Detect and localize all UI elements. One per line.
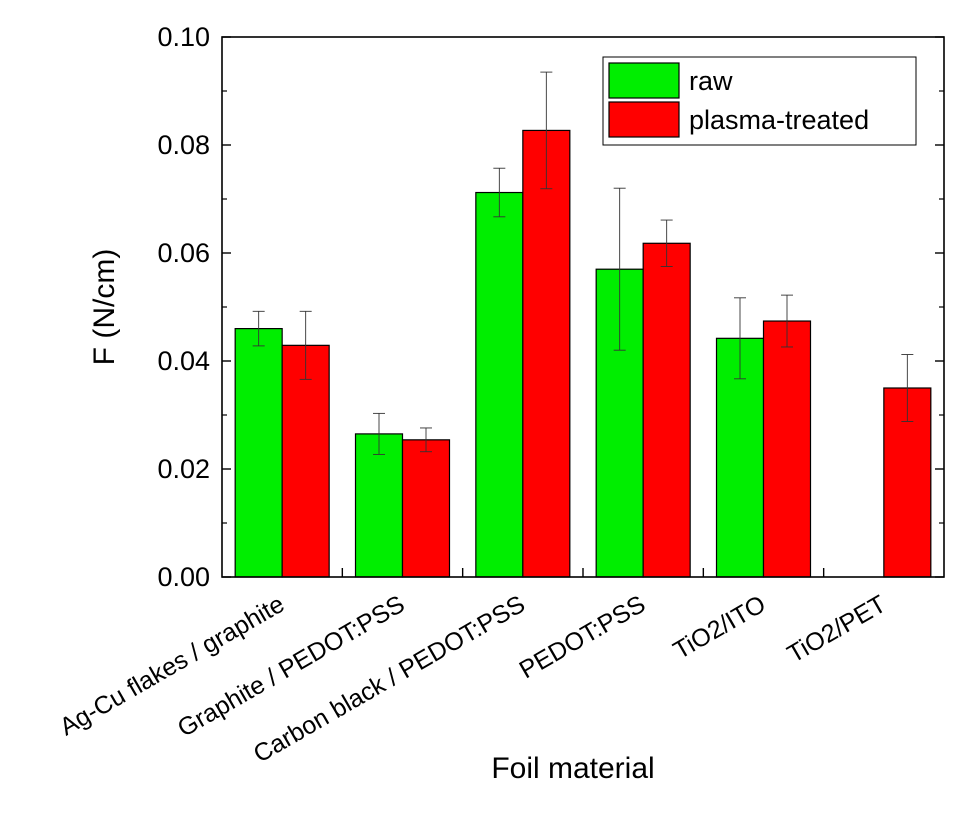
error-bar-plasma-treated-ag-cu-flakes-graphite xyxy=(299,310,312,380)
error-bar-plasma-treated-pedot-pss xyxy=(660,219,673,267)
error-bar-raw-tio2-ito xyxy=(734,297,746,380)
bar-plasma-treated-pedot-pss xyxy=(642,242,691,578)
y-tick-label: 0.08 xyxy=(157,130,210,160)
x-tick-label-tio2-pet: TiO2/PET xyxy=(783,590,891,669)
error-bar-raw-carbon-black-pedot-pss xyxy=(493,167,506,218)
bar-raw-ag-cu-flakes-graphite xyxy=(234,328,283,578)
bar-raw-carbon-black-pedot-pss xyxy=(475,191,524,578)
y-tick-label: 0.10 xyxy=(157,22,210,52)
legend-label-raw: raw xyxy=(689,66,733,96)
y-tick-label: 0.04 xyxy=(157,346,210,376)
error-bar-raw-graphite-pedot-pss xyxy=(373,412,385,455)
bar-plasma-treated-ag-cu-flakes-graphite xyxy=(281,344,330,578)
error-bar-raw-pedot-pss xyxy=(613,187,626,351)
error-bar-plasma-treated-tio2-pet xyxy=(901,354,914,422)
x-tick-label-tio2-ito: TiO2/ITO xyxy=(669,590,771,665)
error-bars xyxy=(252,71,914,455)
y-tick-label: 0.00 xyxy=(157,562,210,592)
bar-plasma-treated-tio2-ito xyxy=(762,320,812,578)
legend-swatch-raw xyxy=(608,62,680,99)
error-bar-plasma-treated-carbon-black-pedot-pss xyxy=(540,71,553,190)
y-axis-title: F (N/cm) xyxy=(88,249,121,366)
legend-swatch-plasma-treated xyxy=(608,101,680,138)
x-axis-title: Foil material xyxy=(491,752,654,785)
bar-raw-graphite-pedot-pss xyxy=(354,433,404,578)
error-bar-plasma-treated-tio2-ito xyxy=(781,294,793,348)
error-bar-raw-ag-cu-flakes-graphite xyxy=(252,310,265,347)
y-ticks: 0.00 0.02 0.04 0.06 0.08 0.10 xyxy=(157,22,944,592)
bar-plasma-treated-graphite-pedot-pss xyxy=(401,439,451,578)
bars xyxy=(234,129,932,578)
y-tick-label: 0.06 xyxy=(157,238,210,268)
bar-plasma-treated-carbon-black-pedot-pss xyxy=(522,129,571,578)
y-tick-label: 0.02 xyxy=(157,454,210,484)
error-bar-plasma-treated-graphite-pedot-pss xyxy=(420,427,432,453)
legend-label-plasma-treated: plasma-treated xyxy=(689,105,869,135)
legend: raw plasma-treated xyxy=(602,56,917,146)
x-tick-label-pedot-pss: PEDOT:PSS xyxy=(515,590,651,684)
